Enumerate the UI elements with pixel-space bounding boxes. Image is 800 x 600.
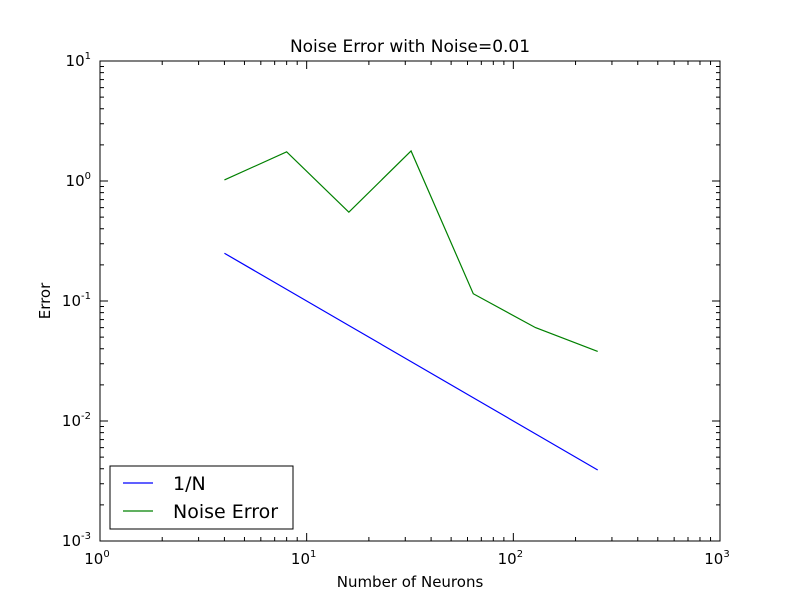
- y-tick-label: 100: [66, 171, 91, 190]
- series-layer: [224, 149, 599, 471]
- x-axis-label: Number of Neurons: [337, 573, 484, 591]
- legend-label: 1/N: [173, 473, 206, 495]
- x-tick-label: 101: [291, 549, 316, 568]
- plot-frame: [99, 60, 721, 542]
- y-tick-label: 10-3: [62, 531, 91, 550]
- y-axis-label: Error: [36, 282, 54, 319]
- series-line-one-over-n: [224, 252, 599, 471]
- tick-labels: 100 101 102 103 10-3 10-2 10-1 100 101: [62, 51, 730, 568]
- y-tick-label: 101: [66, 51, 91, 70]
- y-tick-label: 10-2: [62, 411, 91, 430]
- legend-label: Noise Error: [173, 501, 278, 523]
- series-line-noise-error: [224, 149, 598, 352]
- x-tick-label: 102: [498, 549, 523, 568]
- x-tick-label: 100: [84, 549, 109, 568]
- chart-title: Noise Error with Noise=0.01: [290, 37, 530, 57]
- x-tick-label: 103: [704, 549, 729, 568]
- legend: 1/N Noise Error: [109, 465, 294, 530]
- y-tick-label: 10-1: [62, 291, 91, 310]
- legend-box: [109, 465, 294, 530]
